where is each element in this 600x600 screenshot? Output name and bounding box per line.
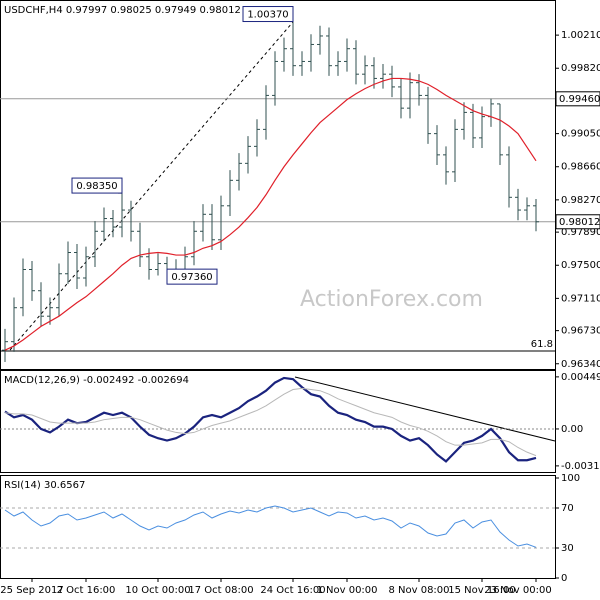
y-tick-label: 100 bbox=[561, 473, 580, 484]
level-box bbox=[555, 214, 600, 230]
x-tick-label: 24 Oct 16:00 bbox=[260, 585, 325, 596]
watermark: ActionForex.com bbox=[300, 287, 483, 312]
series-line bbox=[4, 505, 537, 548]
x-tick-label: 1 Nov 00:00 bbox=[316, 585, 377, 596]
y-tick-label: 0.97500 bbox=[561, 260, 600, 271]
y-tick-label: 30 bbox=[561, 543, 574, 554]
y-tick-label: 0.96730 bbox=[561, 326, 600, 337]
y-tick-label: -0.003186 bbox=[561, 461, 600, 472]
y-tick-label: 0.004493 bbox=[561, 372, 600, 383]
annotation-box bbox=[71, 177, 123, 194]
moving-average bbox=[4, 77, 537, 351]
rsi-title: RSI(14) 30.6567 bbox=[4, 480, 85, 491]
y-tick-label: 0.99820 bbox=[561, 63, 600, 74]
level-label: 0.99460 bbox=[559, 94, 600, 105]
y-tick-label: 0.00 bbox=[561, 424, 583, 435]
y-tick-label: 0.97110 bbox=[561, 293, 600, 304]
macd-title: MACD(12,26,9) -0.002492 -0.002694 bbox=[4, 375, 189, 386]
annotation-label: 0.97360 bbox=[171, 272, 212, 283]
y-tick-label: 0.98270 bbox=[561, 195, 600, 206]
level-box bbox=[555, 91, 600, 107]
macd-pane bbox=[0, 370, 556, 473]
annotation-label: 1.00370 bbox=[247, 10, 288, 21]
price-pane bbox=[0, 0, 556, 370]
series-line bbox=[4, 387, 537, 457]
x-tick-label: 10 Oct 00:00 bbox=[125, 585, 190, 596]
rsi-pane bbox=[0, 475, 556, 579]
annotation-label: 0.98350 bbox=[76, 181, 117, 192]
y-tick-label: 0.97890 bbox=[561, 227, 600, 238]
level-label: 0.98012 bbox=[559, 217, 600, 228]
x-tick-label: 17 Oct 08:00 bbox=[188, 585, 253, 596]
trend-line bbox=[9, 21, 294, 351]
x-tick-label: 15 Nov 16:00 bbox=[448, 585, 515, 596]
y-tick-label: 0 bbox=[561, 573, 567, 584]
x-tick-label: 2 Oct 16:00 bbox=[57, 585, 116, 596]
y-tick-label: 0.96340 bbox=[561, 359, 600, 370]
y-tick-label: 1.00210 bbox=[561, 30, 600, 41]
x-tick-label: 25 Sep 2017 bbox=[0, 585, 63, 596]
y-tick-label: 0.98660 bbox=[561, 162, 600, 173]
annotation-box bbox=[166, 268, 218, 285]
chart-title: USDCHF,H4 0.97997 0.98025 0.97949 0.9801… bbox=[4, 5, 241, 16]
y-tick-label: 70 bbox=[561, 503, 574, 514]
fib-label: 61.8 bbox=[531, 339, 553, 350]
macd-trend-line bbox=[294, 376, 556, 442]
annotation-box bbox=[242, 6, 294, 23]
series-line bbox=[4, 376, 537, 463]
y-tick-label: 0.99050 bbox=[561, 129, 600, 140]
x-tick-label: 23 Nov 00:00 bbox=[484, 585, 551, 596]
x-tick-label: 8 Nov 08:00 bbox=[388, 585, 449, 596]
